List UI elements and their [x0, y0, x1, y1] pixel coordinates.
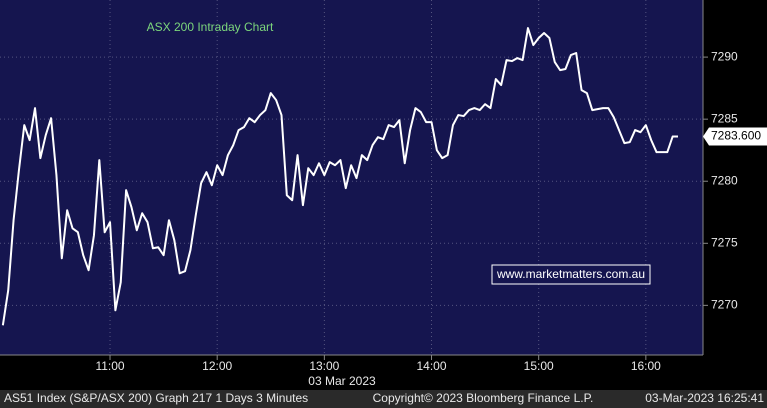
plot-area [0, 0, 703, 355]
x-tick-label: 12:00 [202, 359, 232, 373]
y-tick-label: 7290 [711, 49, 738, 63]
y-tick-label: 7285 [711, 111, 738, 125]
y-tick-label: 7280 [711, 173, 738, 187]
watermark: www.marketmatters.com.au [496, 267, 645, 281]
chart-title: ASX 200 Intraday Chart [147, 20, 274, 34]
watermark-box [491, 264, 651, 285]
x-date-label: 03 Mar 2023 [308, 374, 376, 388]
x-tick-label: 13:00 [309, 359, 339, 373]
y-tick-label: 7275 [711, 235, 738, 249]
footer-timestamp: 03-Mar-2023 16:25:41 [645, 391, 764, 405]
footer-copyright: Copyright© 2023 Bloomberg Finance L.P. [373, 391, 594, 405]
footer-security: AS51 Index (S&P/ASX 200) Graph 217 1 Day… [4, 391, 308, 405]
x-tick-label: 11:00 [95, 359, 124, 373]
x-tick-label: 14:00 [417, 359, 447, 373]
footer-bar [0, 390, 767, 408]
y-tick-label: 7270 [711, 298, 738, 312]
x-tick-label: 15:00 [524, 359, 554, 373]
last-price-tag [703, 127, 767, 146]
last-price-label: 7283.600 [711, 129, 761, 143]
x-tick-label: 16:00 [631, 359, 661, 373]
price-line [1, 27, 678, 326]
